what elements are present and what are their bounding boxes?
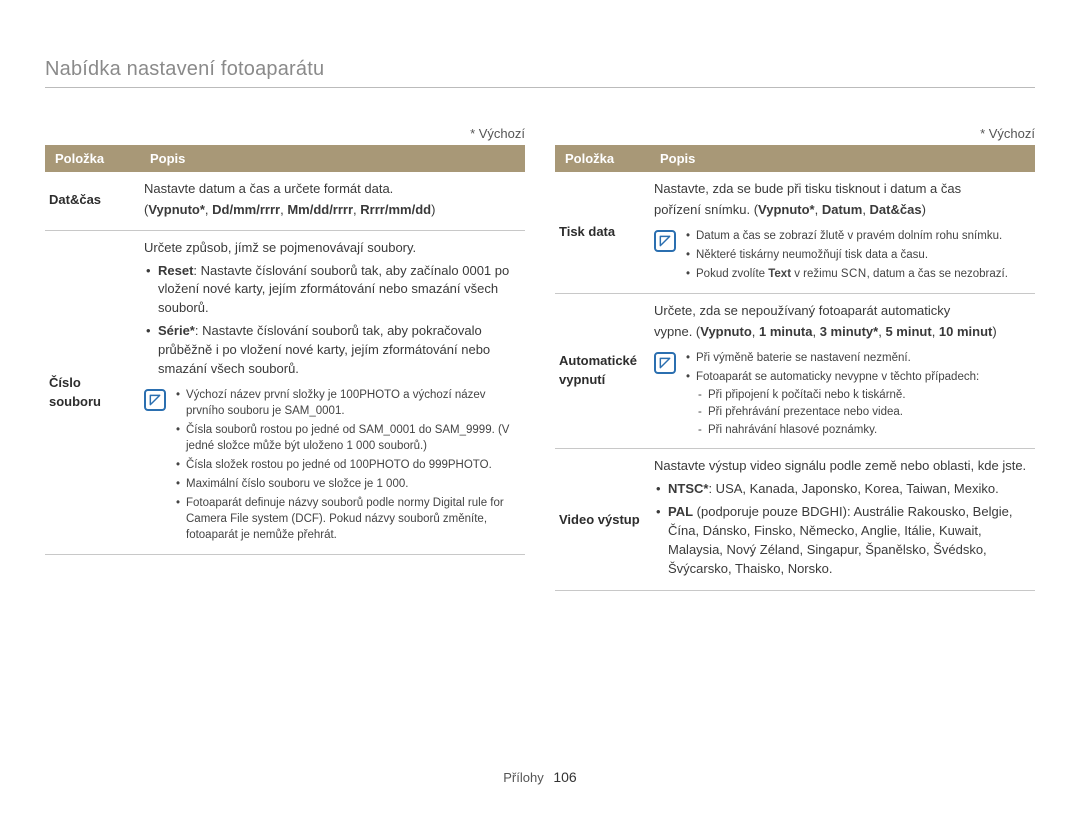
list-item: Reset: Nastavte číslování souborů tak, a… [144,262,517,319]
text-line: Určete, zda se nepoužívaný fotoaparát au… [654,302,1027,321]
table-row: Automatické vypnutí Určete, zda se nepou… [555,293,1035,448]
list-item: Čísla souborů rostou po jedné od SAM_000… [174,422,517,454]
list-item: Při výměně baterie se nastavení nezmění. [684,350,979,366]
row-desc-video: Nastavte výstup video signálu podle země… [650,449,1035,591]
list-item: Při připojení k počítači nebo k tiskárně… [696,388,979,404]
header-polozka: Položka [45,145,140,172]
note-list: Při výměně baterie se nastavení nezmění.… [684,350,979,385]
list-item: Fotoaparát definuje názvy souborů podle … [174,495,517,543]
content-columns: * Výchozí Položka Popis Dat&čas Nastavte… [45,126,1035,591]
list-item: Maximální číslo souboru ve složce je 1 0… [174,476,517,492]
footer-label: Přílohy [503,770,543,785]
bullet-list: NTSC*: USA, Kanada, Japonsko, Korea, Tai… [654,480,1027,578]
list-item: Série*: Nastavte číslování souborů tak, … [144,322,517,379]
text-line: (Vypnuto*, Dd/mm/rrrr, Mm/dd/rrrr, Rrrr/… [144,201,517,220]
text-line: Nastavte datum a čas a určete formát dat… [144,180,517,199]
left-column: * Výchozí Položka Popis Dat&čas Nastavte… [45,126,525,591]
note-box: Výchozí název první složky je 100PHOTO a… [144,387,517,547]
note-icon [144,389,166,411]
table-header-row: Položka Popis [555,145,1035,172]
list-item: Čísla složek rostou po jedné od 100PHOTO… [174,457,517,473]
list-item: Při přehrávání prezentace nebo videa. [696,405,979,421]
list-item: Fotoaparát se automaticky nevypne v těch… [684,369,979,385]
dash-list: Při připojení k počítači nebo k tiskárně… [684,388,979,439]
table-row: Číslo souboru Určete způsob, jímž se poj… [45,230,525,555]
default-note-left: * Výchozí [45,126,525,141]
row-desc-cislo: Určete způsob, jímž se pojmenovávají sou… [140,230,525,555]
list-item: NTSC*: USA, Kanada, Japonsko, Korea, Tai… [654,480,1027,499]
note-list: Výchozí název první složky je 100PHOTO a… [174,387,517,547]
row-label-auto: Automatické vypnutí [555,293,650,448]
note-box: Datum a čas se zobrazí žlutě v pravém do… [654,228,1027,285]
text-line: Nastavte, zda se bude při tisku tisknout… [654,180,1027,199]
text-line: Nastavte výstup video signálu podle země… [654,457,1027,476]
text-line: Určete způsob, jímž se pojmenovávají sou… [144,239,517,258]
row-label-datcas: Dat&čas [45,172,140,230]
row-label-cislo: Číslo souboru [45,230,140,555]
text-line: vypne. (Vypnuto, 1 minuta, 3 minuty*, 5 … [654,323,1027,342]
header-popis: Popis [140,145,525,172]
default-note-right: * Výchozí [555,126,1035,141]
table-row: Video výstup Nastavte výstup video signá… [555,449,1035,591]
row-desc-datcas: Nastavte datum a čas a určete formát dat… [140,172,525,230]
right-column: * Výchozí Položka Popis Tisk data Nastav… [555,126,1035,591]
row-label-video: Video výstup [555,449,650,591]
note-icon [654,230,676,252]
right-table: Položka Popis Tisk data Nastavte, zda se… [555,145,1035,591]
left-table: Položka Popis Dat&čas Nastavte datum a č… [45,145,525,555]
manual-page: Nabídka nastavení fotoaparátu * Výchozí … [0,0,1080,815]
list-item: Datum a čas se zobrazí žlutě v pravém do… [684,228,1008,244]
table-row: Tisk data Nastavte, zda se bude při tisk… [555,172,1035,293]
list-item: PAL (podporuje pouze BDGHI): Austrálie R… [654,503,1027,578]
list-item: Pokud zvolíte Text v režimu SCN, datum a… [684,266,1008,282]
list-item: Výchozí název první složky je 100PHOTO a… [174,387,517,419]
header-polozka: Položka [555,145,650,172]
row-label-tisk: Tisk data [555,172,650,293]
page-title: Nabídka nastavení fotoaparátu [45,58,1035,88]
row-desc-auto: Určete, zda se nepoužívaný fotoaparát au… [650,293,1035,448]
text-line: pořízení snímku. (Vypnuto*, Datum, Dat&č… [654,201,1027,220]
note-icon [654,352,676,374]
bullet-list: Reset: Nastavte číslování souborů tak, a… [144,262,517,379]
page-footer: Přílohy 106 [0,769,1080,785]
list-item: Některé tiskárny neumožňují tisk data a … [684,247,1008,263]
header-popis: Popis [650,145,1035,172]
note-box: Při výměně baterie se nastavení nezmění.… [654,350,1027,441]
table-header-row: Položka Popis [45,145,525,172]
note-content: Při výměně baterie se nastavení nezmění.… [684,350,979,441]
list-item: Při nahrávání hlasové poznámky. [696,423,979,439]
footer-page-number: 106 [553,769,576,785]
table-row: Dat&čas Nastavte datum a čas a určete fo… [45,172,525,230]
note-list: Datum a čas se zobrazí žlutě v pravém do… [684,228,1008,285]
row-desc-tisk: Nastavte, zda se bude při tisku tisknout… [650,172,1035,293]
